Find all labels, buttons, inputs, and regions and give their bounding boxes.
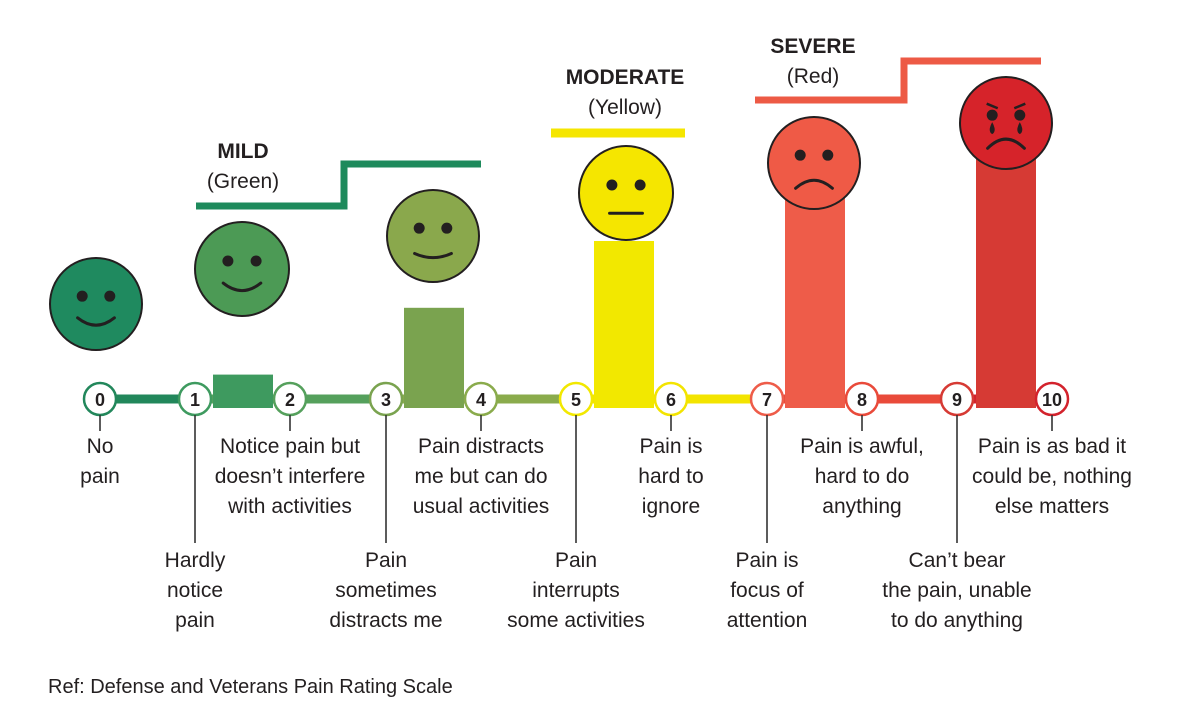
eye-icon [250,255,262,267]
category-moderate-title: MODERATE [565,66,685,89]
description-line: hard to [638,465,704,488]
category-severe-subtitle: (Red) [786,65,840,88]
mouth-icon [986,137,1026,150]
level-description-4: Pain distracts me but can do usual activit… [413,432,550,522]
level-number-5: 5 [571,390,581,410]
level-number-10: 10 [1042,390,1062,410]
mouth-icon [76,316,116,327]
level-number-1: 1 [190,390,200,410]
eye-icon [104,290,116,302]
level-description-3: Pain sometimes distracts me [329,546,442,636]
level-number-7: 7 [762,390,772,410]
eye-icon [822,149,834,161]
level-description-9: Can’t bear the pain, unable to do anything [882,546,1031,636]
description-line: else matters [994,495,1110,518]
eye-icon [986,109,998,121]
face-smile-icon [194,221,290,317]
description-line: focus of [730,579,804,602]
level-description-0: No pain [80,432,120,492]
tear-icon [1017,122,1023,135]
level-number-6: 6 [666,390,676,410]
description-line: Pain is awful, [800,435,924,458]
level-description-10: Pain is as bad it could be, nothing else m… [972,432,1132,522]
description-line: Pain distracts [417,435,545,458]
face-crying-icon [959,76,1053,170]
mouth-icon [794,178,834,190]
description-line: Pain [554,549,598,572]
category-moderate-subtitle: (Yellow) [588,96,662,119]
category-severe-title: SEVERE [770,35,856,58]
level-number-2: 2 [285,390,295,410]
level-description-8: Pain is awful, hard to do anything [800,432,924,522]
brow-icon [1013,102,1026,110]
description-line: Pain is [639,435,703,458]
pain-bar-1 [213,374,273,408]
eye-icon [222,255,234,267]
description-line: Notice pain but [219,435,361,458]
description-line: could be, nothing [972,465,1132,488]
description-line: pain [175,609,215,632]
description-line: No [86,435,114,458]
brow-icon [986,102,999,110]
mild-bracket-line [196,160,481,210]
tear-icon [989,122,995,135]
pain-bar-5 [594,241,654,408]
description-line: hard to do [814,465,910,488]
description-line: ignore [641,495,701,518]
pain-bar-7 [785,174,845,408]
eye-icon [794,149,806,161]
face-neutral-icon [578,145,674,241]
level-number-8: 8 [857,390,867,410]
level-description-5: Pain interrupts some activities [507,546,645,636]
description-line: notice [166,579,224,602]
eye-icon [634,179,646,191]
eye-icon [1014,109,1026,121]
description-line: attention [726,609,808,632]
category-mild-subtitle: (Green) [206,170,280,193]
reference-note: Ref: Defense and Veterans Pain Rating Sc… [48,676,453,698]
face-slight-smile-icon [386,189,480,283]
level-number-9: 9 [952,390,962,410]
level-number-3: 3 [381,390,391,410]
description-line: doesn’t interfere [214,465,366,488]
description-line: sometimes [335,579,437,602]
description-line: me but can do [414,465,548,488]
description-line: usual activities [412,495,550,518]
description-line: to do anything [891,609,1023,632]
eye-icon [441,222,453,234]
level-number-4: 4 [476,390,486,410]
level-number-0: 0 [95,390,105,410]
description-line: Pain [364,549,408,572]
eye-icon [413,222,425,234]
level-description-1: Hardly notice pain [165,546,226,636]
description-line: interrupts [532,579,620,602]
description-line: pain [80,465,120,488]
description-line: Hardly [164,549,226,572]
description-line: Pain is [735,549,799,572]
eye-icon [76,290,88,302]
description-line: anything [822,495,902,518]
description-line: Can’t bear [908,549,1006,572]
pain-bar-3 [404,307,464,408]
eye-icon [606,179,618,191]
mouth-icon [221,281,263,293]
description-line: some activities [507,609,645,632]
description-line: the pain, unable [882,579,1032,602]
face-smile-icon [49,257,143,351]
face-frown-icon [767,116,861,210]
category-mild-title: MILD [217,140,269,163]
level-description-7: Pain is focus of attention [727,546,808,636]
description-line: Pain is as bad it [977,435,1127,458]
level-description-6: Pain is hard to ignore [638,432,703,522]
description-line: distracts me [329,609,443,632]
mouth-icon [413,251,453,260]
severe-bracket-line [755,57,1041,104]
level-description-2: Notice pain but doesn’t interfere with act… [215,432,366,522]
description-line: with activities [228,495,352,518]
